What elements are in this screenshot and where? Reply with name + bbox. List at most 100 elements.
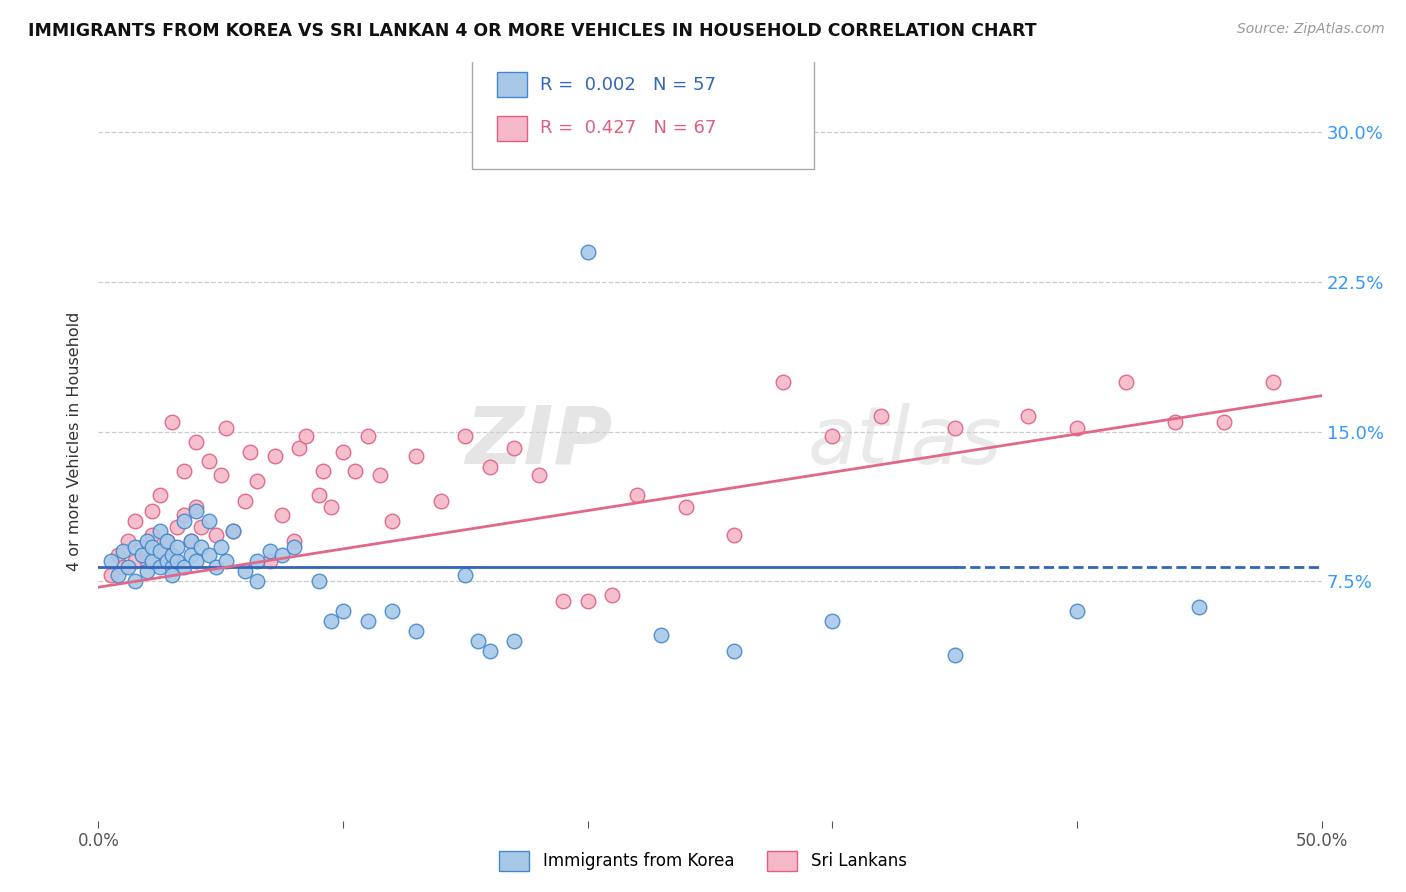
Point [356,428,378,442]
Point [576,244,599,259]
Point [209,541,232,555]
Point [160,548,183,563]
Point [1164,415,1187,429]
Point [214,554,236,568]
Point [270,548,294,563]
Point [107,548,129,563]
Text: atlas: atlas [808,402,1002,481]
Point [124,514,146,528]
Point [1115,375,1137,389]
Point [180,548,202,563]
Point [430,494,453,508]
Point [100,554,122,568]
Point [478,460,501,475]
Point [246,574,269,589]
Point [478,644,501,658]
Point [107,568,129,582]
Point [263,449,285,463]
Point [190,520,212,534]
Point [111,560,134,574]
Point [308,488,330,502]
Y-axis label: 4 or more Vehicles in Household: 4 or more Vehicles in Household [67,312,83,571]
Point [356,614,378,628]
Point [675,500,697,515]
Point [772,375,794,389]
Point [259,544,281,558]
Point [308,574,330,589]
Point [312,465,335,479]
Point [381,604,404,618]
Point [381,514,404,528]
Point [156,534,179,549]
Point [186,504,208,518]
Point [821,428,844,442]
FancyBboxPatch shape [498,72,527,97]
Point [239,444,262,458]
Text: Source: ZipAtlas.com: Source: ZipAtlas.com [1237,22,1385,37]
Point [405,624,427,639]
Point [173,465,195,479]
Point [141,541,163,555]
Point [1066,420,1088,434]
Point [943,648,966,662]
Point [149,488,172,502]
Point [141,504,163,518]
Point [166,554,188,568]
Point [124,541,146,555]
Point [214,420,236,434]
Point [1261,375,1284,389]
Point [160,548,183,563]
Point [527,468,550,483]
Point [943,420,966,434]
Point [149,544,172,558]
Legend: Immigrants from Korea, Sri Lankans: Immigrants from Korea, Sri Lankans [491,842,915,880]
Point [190,541,212,555]
Point [576,594,599,608]
Point [131,541,153,555]
Point [180,534,202,549]
Point [117,560,139,574]
Point [821,614,844,628]
Point [503,441,526,455]
Point [160,415,183,429]
Point [270,508,294,523]
Point [124,554,146,568]
Point [259,554,281,568]
Point [173,560,195,574]
FancyBboxPatch shape [498,116,527,141]
Point [166,541,188,555]
Point [222,524,245,539]
Point [1212,415,1234,429]
Point [332,444,354,458]
Point [233,564,256,578]
Text: IMMIGRANTS FROM KOREA VS SRI LANKAN 4 OR MORE VEHICLES IN HOUSEHOLD CORRELATION : IMMIGRANTS FROM KOREA VS SRI LANKAN 4 OR… [28,22,1036,40]
Point [180,534,202,549]
Point [136,554,159,568]
Point [1188,600,1211,615]
Text: ZIP: ZIP [465,402,612,481]
Point [288,441,311,455]
Point [197,548,219,563]
Point [368,468,391,483]
Point [186,434,208,449]
Point [626,488,648,502]
Point [246,475,269,489]
Point [233,494,256,508]
Point [136,564,159,578]
Point [141,554,163,568]
Point [205,560,228,574]
Point [319,500,342,515]
Point [136,534,159,549]
Text: R =  0.002   N = 57: R = 0.002 N = 57 [540,76,716,94]
Point [405,449,427,463]
Point [131,548,153,563]
Point [295,428,318,442]
Point [723,644,745,658]
Point [111,544,134,558]
Point [1066,604,1088,618]
Point [332,604,354,618]
Point [141,528,163,542]
Point [454,568,477,582]
Point [467,634,489,648]
Point [124,574,146,589]
